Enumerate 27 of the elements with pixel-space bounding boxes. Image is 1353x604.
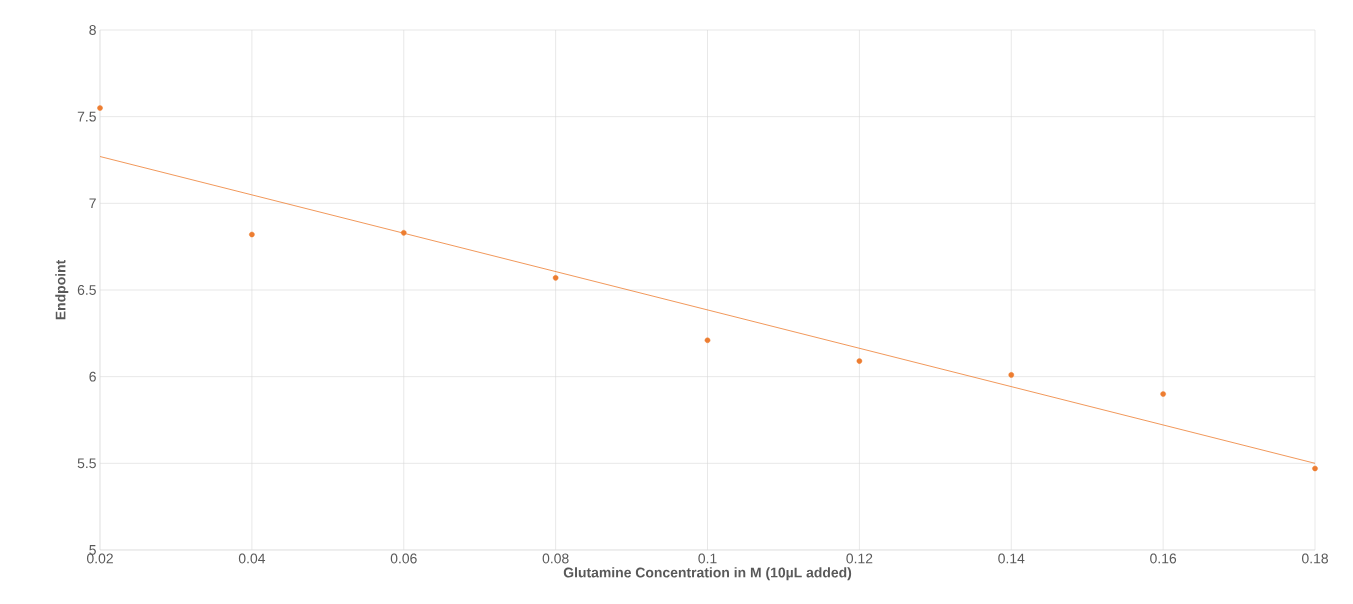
- y-tick-label: 8: [89, 25, 96, 35]
- y-tick-label: 7.5: [77, 111, 96, 122]
- point: [1160, 391, 1166, 397]
- y-tick-label: 7: [89, 198, 96, 209]
- x-tick-label: 0.02: [86, 553, 113, 564]
- point: [400, 230, 407, 236]
- x-tick-label: 0.04: [238, 553, 266, 564]
- x-tick-label: 0.06: [390, 553, 417, 564]
- x-axis-title: Glutamine Concentration in M (10µL added): [563, 567, 852, 581]
- y-axis-title: Endpoint: [55, 259, 69, 320]
- point: [1008, 372, 1015, 378]
- y-tick-label: 6.5: [77, 285, 96, 295]
- x-tick-label: 0.18: [1301, 553, 1328, 564]
- point: [97, 105, 103, 111]
- point: [552, 275, 559, 281]
- x-tick-label: 0.16: [1150, 553, 1177, 564]
- y-tick-label: 5.5: [77, 458, 96, 469]
- x-tick-label: 0.12: [846, 553, 873, 564]
- y-tick-label: 5: [89, 545, 96, 555]
- x-tick-label: 0.08: [542, 553, 569, 564]
- point: [856, 358, 863, 364]
- point: [1312, 465, 1318, 472]
- x-tick-label: 0.1: [698, 553, 717, 564]
- x-tick-label: 0.14: [998, 553, 1025, 564]
- point: [249, 231, 255, 238]
- y-tick-label: 6: [89, 371, 96, 382]
- point: [704, 337, 711, 344]
